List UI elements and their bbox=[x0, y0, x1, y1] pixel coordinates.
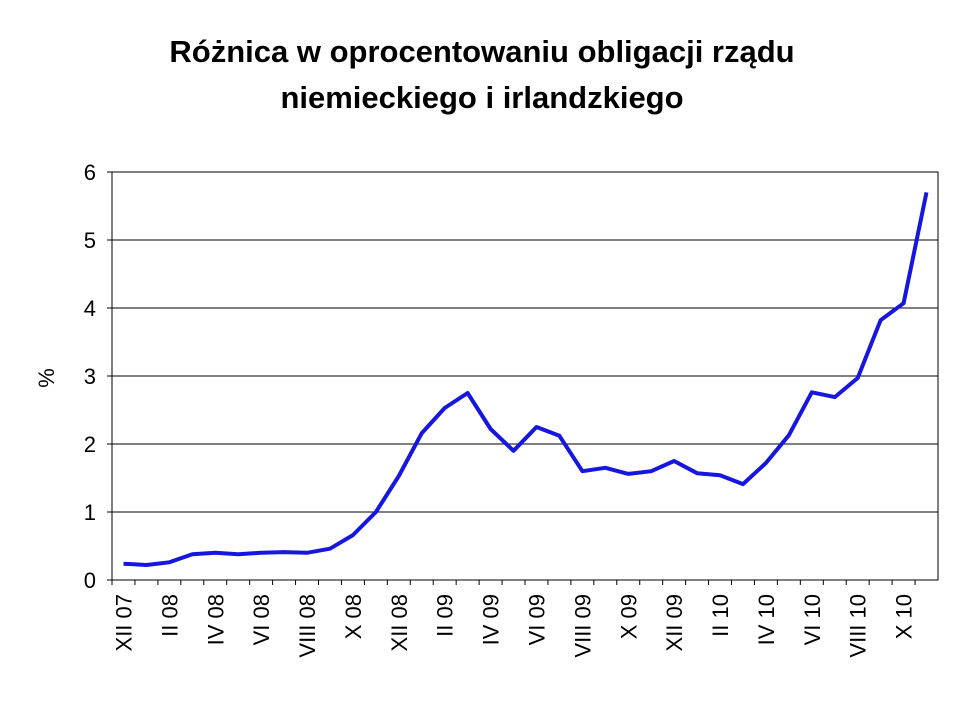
y-tick-label: 4 bbox=[84, 296, 96, 321]
y-tick-label: 0 bbox=[84, 568, 96, 593]
y-tick-label: 2 bbox=[84, 432, 96, 457]
y-tick-label: 5 bbox=[84, 228, 96, 253]
x-tick-label: XII 07 bbox=[111, 594, 136, 651]
x-tick-label: II 09 bbox=[433, 594, 458, 637]
x-tick-label: IV 08 bbox=[203, 594, 228, 645]
x-tick-label: XII 08 bbox=[387, 594, 412, 651]
x-tick-label: VIII 09 bbox=[570, 594, 595, 658]
x-tick-label: XII 09 bbox=[662, 594, 687, 651]
x-tick-label: II 10 bbox=[708, 594, 733, 637]
chart-title: niemieckiego i irlandzkiego bbox=[280, 80, 683, 115]
x-tick-label: IV 09 bbox=[479, 594, 504, 645]
x-tick-label: VI 09 bbox=[524, 594, 549, 645]
x-tick-label: VI 08 bbox=[249, 594, 274, 645]
y-tick-label: 1 bbox=[84, 500, 96, 525]
x-tick-label: VI 10 bbox=[800, 594, 825, 645]
x-tick-label: X 10 bbox=[892, 594, 917, 639]
x-tick-label: IV 10 bbox=[754, 594, 779, 645]
x-tick-label: X 09 bbox=[616, 594, 641, 639]
chart-title: Różnica w oprocentowaniu obligacji rządu bbox=[169, 34, 794, 69]
x-tick-label: VIII 10 bbox=[846, 594, 871, 658]
x-tick-label: VIII 08 bbox=[295, 594, 320, 658]
x-tick-label: X 08 bbox=[341, 594, 366, 639]
x-tick-label: II 08 bbox=[157, 594, 182, 637]
y-tick-label: 6 bbox=[84, 160, 96, 185]
y-axis-label: % bbox=[34, 368, 59, 388]
y-tick-label: 3 bbox=[84, 364, 96, 389]
data-line bbox=[123, 191, 929, 567]
